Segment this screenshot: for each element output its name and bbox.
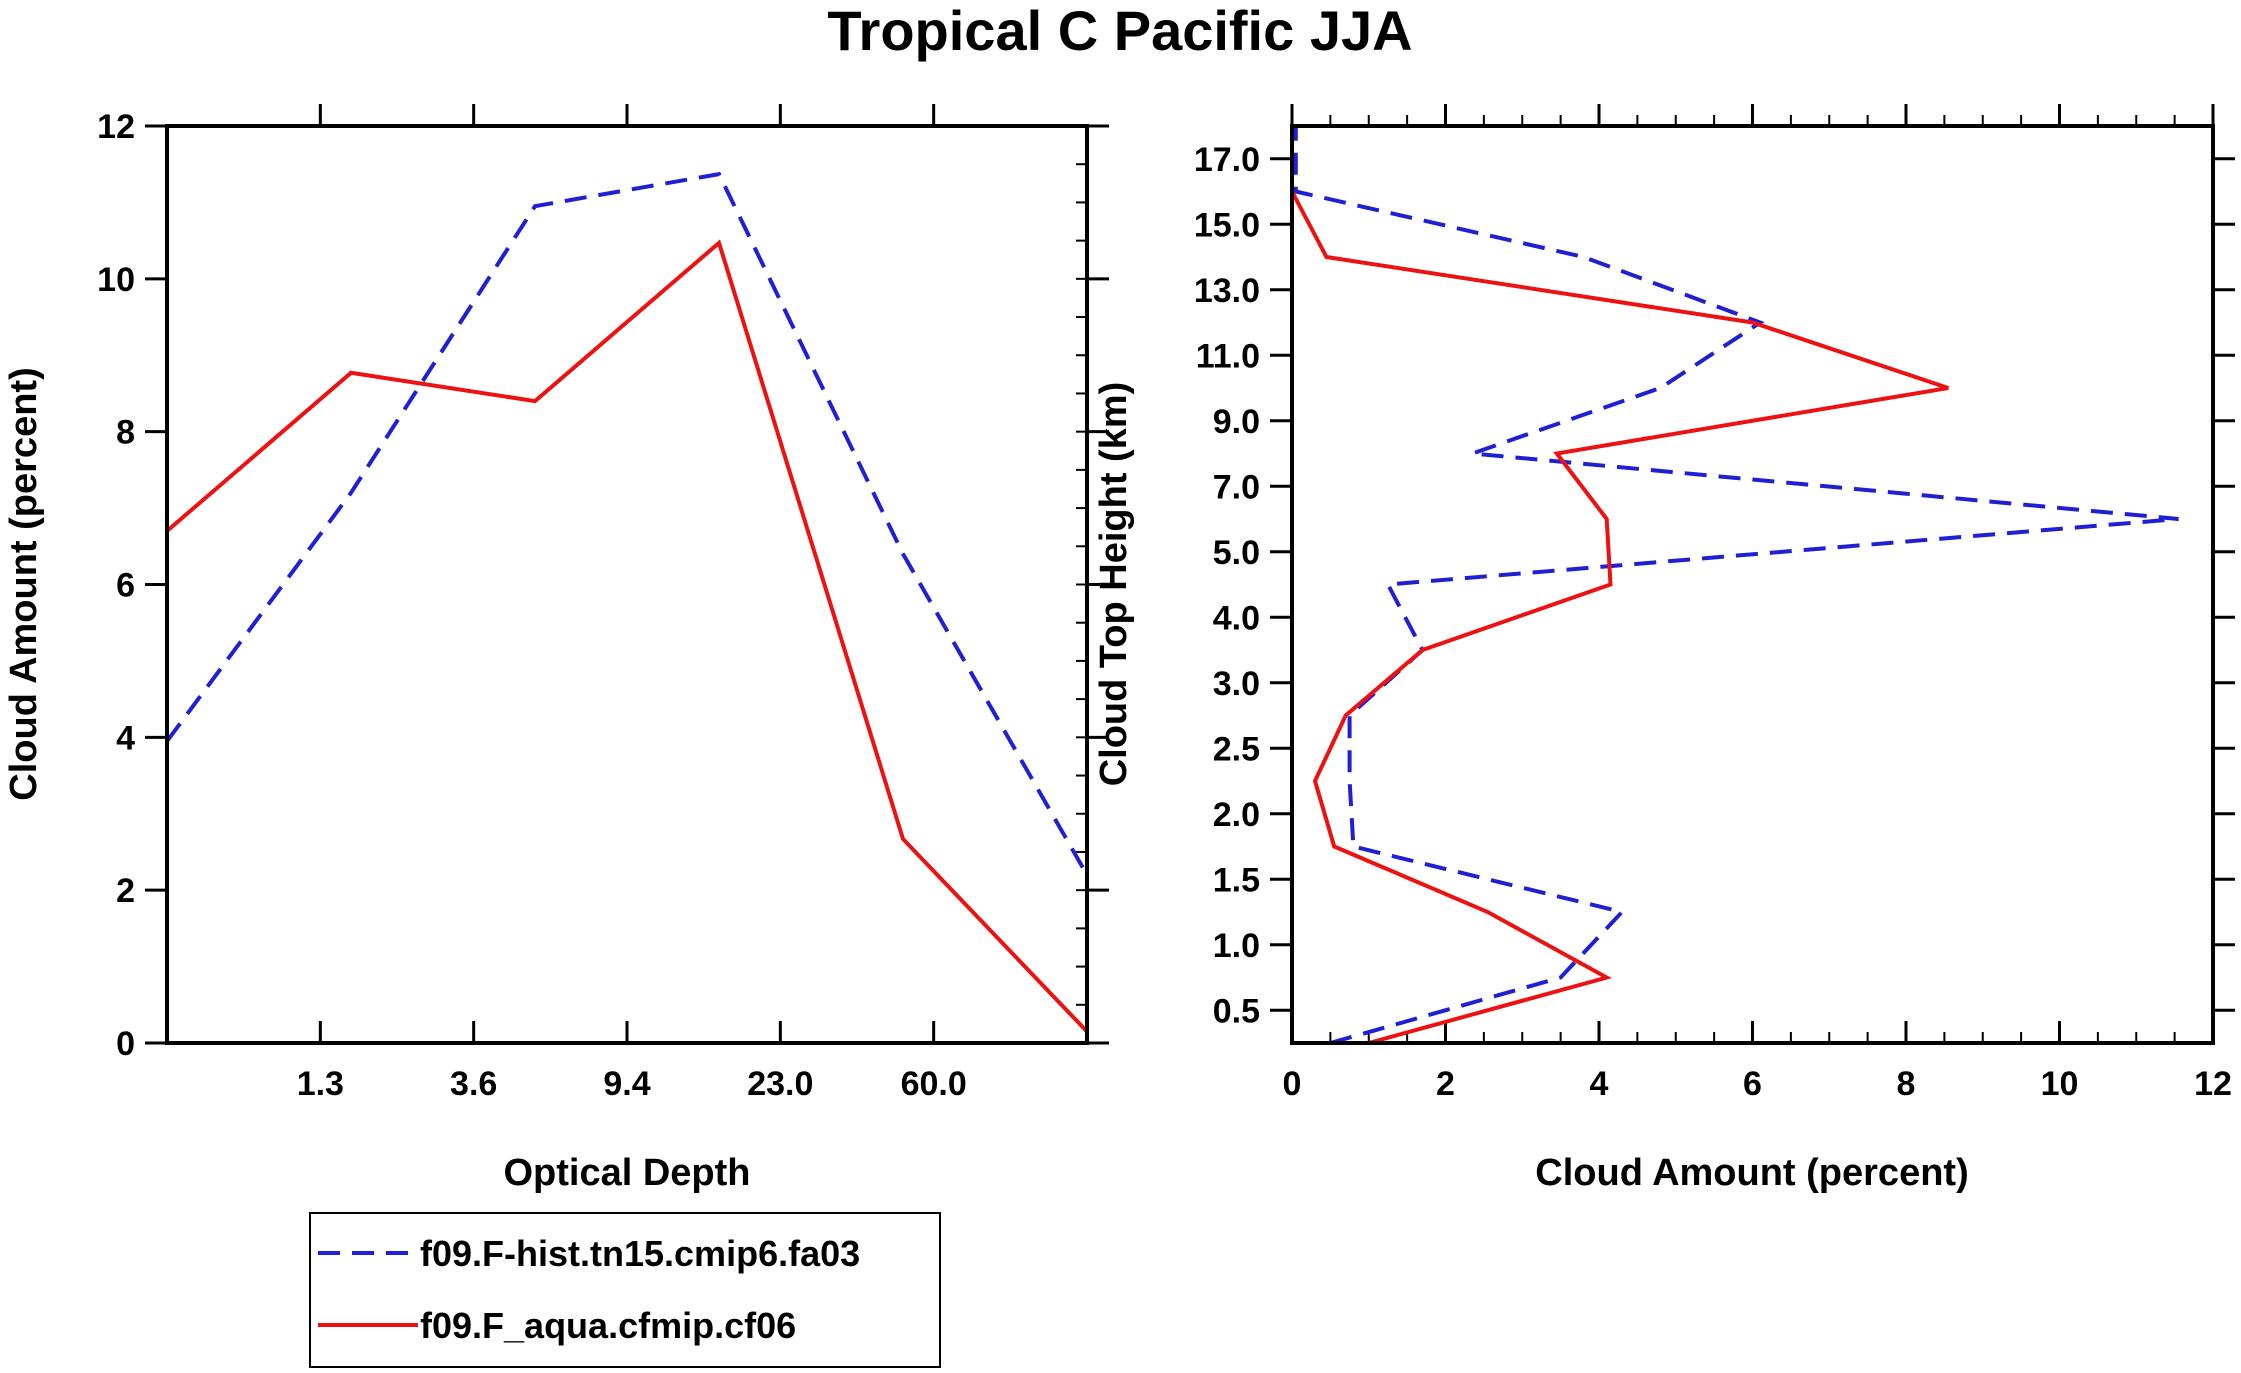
x-tick-label: 60.0 (901, 1065, 967, 1103)
left-y-axis-label: Cloud Amount (percent) (3, 367, 45, 800)
x-tick-label: 6 (1743, 1065, 1762, 1103)
y-tick-label: 15.0 (1194, 206, 1260, 244)
x-tick-label: 12 (2194, 1065, 2232, 1103)
y-tick-label: 2.0 (1213, 796, 1260, 834)
y-tick-label: 10 (97, 261, 135, 299)
series-line-dashed (1293, 126, 2179, 1045)
x-tick-label: 0 (1283, 1065, 1302, 1103)
x-tick-label: 2 (1436, 1065, 1455, 1103)
y-tick-label: 1.0 (1213, 927, 1260, 965)
y-tick-label: 4.0 (1213, 599, 1260, 637)
left-plot-panel: 1.3 3.6 9.4 23.0 60.0 0 2 4 6 8 10 12 Optical Depth… (3, 104, 1109, 1194)
y-tick-label: 2 (116, 872, 135, 910)
x-tick-label: 8 (1897, 1065, 1916, 1103)
left-plot-frame (165, 124, 1089, 1045)
right-plot-frame (1290, 124, 2215, 1045)
left-x-axis-label: Optical Depth (503, 1152, 750, 1194)
legend: f09.F-hist.tn15.cmip6.fa03 f09.F_aqua.cf… (309, 1212, 941, 1368)
x-tick-label: 4 (1590, 1065, 1609, 1103)
y-tick-label: 3.0 (1213, 665, 1260, 703)
y-tick-label: 8 (116, 414, 135, 452)
x-tick-label: 1.3 (297, 1065, 344, 1103)
y-tick-label: 12 (97, 108, 135, 146)
y-tick-label: 0 (116, 1025, 135, 1063)
y-tick-label: 2.5 (1213, 730, 1260, 768)
y-tick-label: 5.0 (1213, 534, 1260, 572)
series-line-solid (165, 239, 1089, 1033)
legend-label: f09.F-hist.tn15.cmip6.fa03 (420, 1233, 860, 1274)
legend-label: f09.F_aqua.cfmip.cf06 (420, 1305, 796, 1346)
series-line-solid (1290, 190, 1949, 1045)
right-y-axis-label: Cloud Top Height (km) (1093, 382, 1135, 787)
x-tick-label: 10 (2041, 1065, 2079, 1103)
series-line-dashed (165, 171, 1089, 876)
y-tick-label: 9.0 (1213, 403, 1260, 441)
y-tick-label: 13.0 (1194, 272, 1260, 310)
y-tick-label: 11.0 (1196, 337, 1260, 375)
legend-box (309, 1212, 941, 1368)
right-x-axis-label: Cloud Amount (percent) (1535, 1152, 1968, 1194)
y-tick-label: 17.0 (1194, 141, 1260, 179)
x-tick-label: 9.4 (603, 1065, 650, 1103)
right-plot-panel: 0 2 4 6 8 10 12 0.5 1.0 1.5 2.0 2.5 3.0 4.0 5.0 7.0 9.0 1… (1093, 104, 2235, 1194)
y-tick-label: 1.5 (1213, 861, 1260, 899)
y-tick-label: 0.5 (1213, 992, 1260, 1030)
x-tick-label: 23.0 (747, 1065, 813, 1103)
chart-title: Tropical C Pacific JJA (827, 0, 1412, 62)
y-tick-label: 7.0 (1213, 468, 1260, 506)
x-tick-label: 3.6 (450, 1065, 497, 1103)
y-tick-label: 6 (116, 567, 135, 605)
y-tick-label: 4 (116, 719, 135, 757)
